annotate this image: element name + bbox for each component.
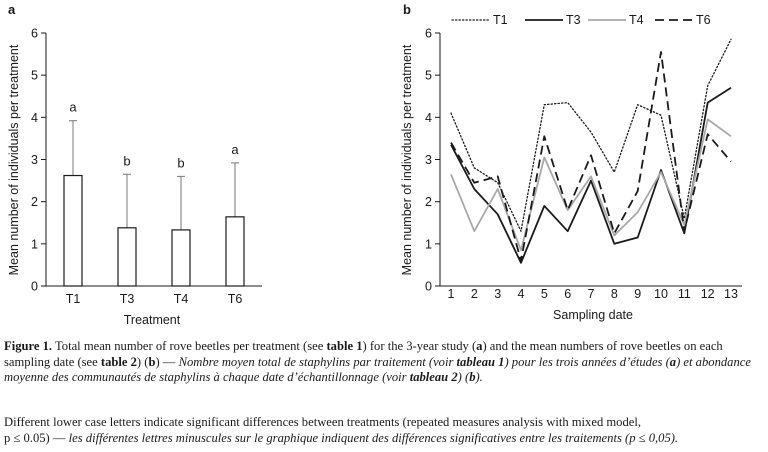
caption-text: ) —: [155, 354, 179, 369]
y-tick-label: 0: [425, 280, 432, 294]
panel-a-x-axis-label: Treatment: [124, 313, 181, 327]
panel-a-y-axis-label: Mean number of individuals per treatment: [7, 44, 21, 275]
x-tick-label: T3: [120, 292, 135, 306]
x-tick-label: 7: [588, 287, 595, 301]
note-line-1: Different lower case letters indicate si…: [4, 415, 642, 429]
caption-french-text: Nombre moyen total de staphylins par tra…: [178, 354, 457, 369]
panel-b: b Mean number of individuals per treatme…: [400, 2, 742, 322]
bar-t3: [117, 227, 137, 287]
y-tick-label: 4: [425, 111, 432, 125]
caption-french-text: ) (: [457, 370, 470, 385]
caption-french-panel-ref: a: [669, 354, 677, 369]
x-tick-label: 4: [518, 287, 525, 301]
caption-figure-label: Figure 1.: [4, 339, 53, 353]
series-line-t1: [450, 38, 732, 232]
caption-text: ) (: [136, 354, 149, 369]
y-tick-label: 1: [31, 237, 38, 251]
x-tick-label: 10: [654, 287, 668, 301]
significance-letter: a: [69, 100, 77, 115]
series-line-t4: [450, 118, 732, 252]
note-text: p ≤ 0.05) —: [4, 430, 69, 445]
caption-panel-ref: a: [476, 339, 483, 353]
caption-text: Total mean number of rove beetles per tr…: [52, 339, 327, 353]
note-line-2: p ≤ 0.05) — les différentes lettres minu…: [4, 431, 764, 447]
y-tick-label: 3: [425, 153, 432, 167]
legend-label-t6: T6: [696, 13, 711, 27]
legend-label-t3: T3: [566, 13, 581, 27]
caption-text: ) for the 3-year study (: [362, 339, 477, 353]
x-tick-label: 13: [724, 287, 738, 301]
significance-letter: a: [231, 142, 239, 157]
caption-table-ref: table 2: [100, 354, 137, 369]
series-line-t3: [450, 87, 732, 264]
significance-letter: b: [177, 155, 184, 170]
caption-french-text: ).: [475, 370, 483, 385]
y-tick-label: 1: [425, 237, 432, 251]
x-tick-label: 2: [471, 287, 478, 301]
y-tick-label: 5: [425, 69, 432, 83]
y-tick-label: 3: [31, 153, 38, 167]
y-tick-label: 5: [31, 69, 38, 83]
y-tick-label: 0: [31, 280, 38, 294]
legend-label-t1: T1: [493, 13, 508, 27]
x-tick-label: T1: [66, 292, 81, 306]
significance-letter: b: [123, 153, 130, 168]
x-tick-label: 8: [611, 287, 618, 301]
y-tick-label: 6: [425, 27, 432, 41]
x-tick-label: 9: [634, 287, 641, 301]
panel-b-label: b: [403, 2, 411, 17]
caption-table-ref: table 1: [326, 339, 363, 353]
panel-b-x-axis-label: Sampling date: [553, 308, 633, 322]
bar-t6: [225, 216, 245, 287]
figure-caption: Figure 1. Total mean number of rove beet…: [4, 339, 764, 386]
y-tick-label: 2: [31, 195, 38, 209]
panel-a: a Mean number of individuals per treatme…: [7, 2, 262, 327]
panel-b-y-axis-label: Mean number of individuals per treatment: [400, 44, 414, 275]
note-french-text: les différentes lettres minuscules sur l…: [68, 430, 679, 445]
x-tick-label: 1: [448, 287, 455, 301]
bar-t1: [63, 174, 83, 287]
x-tick-label: 6: [564, 287, 571, 301]
caption-french-table-ref: tableau 2: [409, 370, 458, 385]
x-tick-label: 3: [494, 287, 501, 301]
y-tick-label: 6: [31, 27, 38, 41]
y-tick-label: 4: [31, 111, 38, 125]
x-tick-label: T6: [228, 292, 243, 306]
caption-french-table-ref: tableau 1: [456, 354, 505, 369]
series-line-t6: [450, 51, 732, 262]
panel-a-label: a: [8, 2, 16, 17]
x-tick-label: T4: [174, 292, 189, 306]
legend-label-t4: T4: [629, 13, 644, 27]
caption-french-text: ) pour les trois années d’études (: [504, 354, 670, 369]
figure-note: Different lower case letters indicate si…: [4, 415, 764, 446]
x-tick-label: 5: [541, 287, 548, 301]
bar-t4: [171, 229, 191, 287]
caption-french-text: ) et abondance moyenne des communautés d…: [4, 354, 751, 385]
x-tick-label: 11: [678, 287, 691, 301]
caption-french-panel-ref: b: [469, 370, 476, 385]
x-tick-label: 12: [701, 287, 715, 301]
y-tick-label: 2: [425, 195, 432, 209]
caption-panel-ref: b: [148, 354, 156, 369]
caption-text: ) and the mean numbers of rove beetles o…: [4, 339, 723, 369]
